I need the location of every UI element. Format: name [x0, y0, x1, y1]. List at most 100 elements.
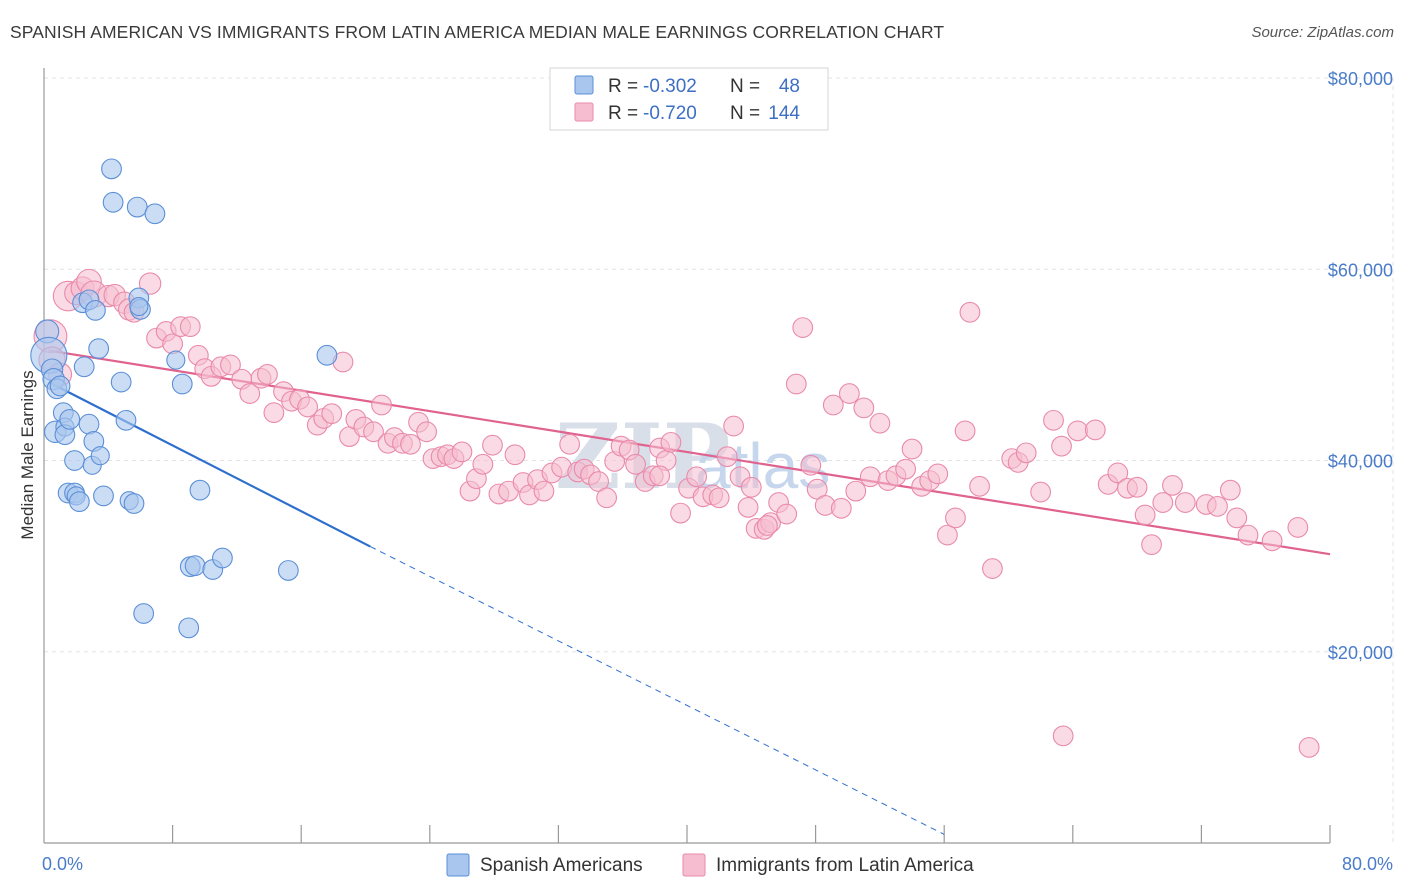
data-point-immigrants [1015, 442, 1037, 464]
legend-swatch-spanish-americans [574, 75, 594, 95]
legend-box [549, 67, 829, 131]
trend-line-spanish-americans [48, 381, 371, 548]
data-point-spanish-americans [93, 485, 114, 507]
legend-n-label: N = [730, 76, 760, 97]
data-point-immigrants [822, 394, 844, 416]
data-point-spanish-americans [88, 338, 110, 360]
data-point-immigrants [596, 487, 618, 509]
data-point-immigrants [1226, 507, 1248, 529]
data-point-immigrants [756, 515, 778, 536]
data-point-immigrants [716, 446, 738, 468]
y-tick-label: $40,000 [1328, 452, 1393, 472]
data-point-spanish-americans [212, 547, 233, 569]
y-tick-labels: $20,000 $40,000 $60,000 $80,000 [1328, 69, 1393, 663]
data-point-immigrants [1237, 524, 1259, 546]
data-point-spanish-americans [115, 409, 137, 431]
data-point-immigrants [901, 438, 923, 460]
data-point-immigrants [649, 465, 671, 487]
data-point-immigrants [708, 487, 730, 509]
data-point-immigrants [371, 394, 392, 416]
data-point-spanish-americans [73, 356, 95, 378]
legend-r-label: R = [608, 76, 638, 97]
y-tick-label: $80,000 [1328, 69, 1393, 89]
data-point-spanish-americans [101, 158, 122, 180]
axes [43, 68, 1331, 844]
data-point-immigrants [451, 441, 473, 463]
data-point-spanish-americans [166, 350, 186, 370]
data-point-immigrants [1287, 517, 1309, 538]
data-point-immigrants [1067, 420, 1089, 442]
data-point-immigrants [859, 466, 881, 488]
data-point-immigrants [1107, 462, 1129, 484]
data-point-immigrants [776, 503, 798, 525]
legend: R = -0.302 N = 48 R = -0.720 N = 144 [549, 67, 829, 131]
y-tick-label: $20,000 [1328, 643, 1393, 663]
data-point-immigrants [895, 458, 917, 480]
legend-n-value: 144 [768, 103, 800, 124]
data-point-immigrants [321, 403, 343, 425]
data-point-spanish-americans [78, 413, 100, 435]
legend-r-label: R = [608, 103, 638, 124]
y-tick-label: $60,000 [1328, 260, 1393, 280]
data-point-immigrants [969, 475, 990, 497]
data-point-immigrants [945, 507, 966, 529]
data-point-spanish-americans [126, 196, 148, 218]
data-point-spanish-americans [144, 203, 166, 225]
data-point-spanish-americans [316, 344, 338, 366]
data-point-spanish-americans [129, 296, 149, 317]
data-point-immigrants [740, 476, 762, 498]
bottom-legend-label-spanish-americans: Spanish Americans [480, 855, 643, 876]
data-point-immigrants [257, 364, 278, 385]
data-point-immigrants [1030, 481, 1052, 503]
chart-source: Source: ZipAtlas.com [1251, 24, 1394, 41]
data-point-immigrants [800, 454, 822, 476]
data-point-spanish-americans [85, 299, 106, 321]
data-point-spanish-americans [277, 560, 299, 581]
data-point-immigrants [263, 402, 285, 424]
data-point-immigrants [785, 373, 807, 395]
data-point-immigrants [220, 354, 241, 376]
bottom-legend-swatch-immigrants [682, 853, 706, 877]
data-point-immigrants [737, 496, 759, 518]
data-point-immigrants [1219, 479, 1241, 501]
data-point-immigrants [1126, 476, 1148, 498]
data-point-spanish-americans [68, 491, 90, 513]
data-point-immigrants [660, 431, 682, 453]
data-point-spanish-americans [178, 617, 200, 639]
data-point-immigrants [1162, 474, 1183, 496]
data-point-immigrants [1052, 725, 1074, 747]
data-point-spanish-americans [59, 408, 81, 430]
data-point-immigrants [1298, 736, 1320, 758]
bottom-legend: Spanish Americans Immigrants from Latin … [446, 853, 974, 877]
data-point-immigrants [138, 272, 162, 295]
x-tick-label: 0.0% [42, 854, 83, 874]
data-point-immigrants [297, 396, 319, 418]
data-point-immigrants [1043, 409, 1064, 431]
data-point-immigrants [472, 453, 494, 475]
legend-n-value: 48 [779, 76, 800, 97]
data-point-spanish-americans [123, 493, 145, 514]
data-point-spanish-americans [133, 603, 155, 624]
data-point-immigrants [869, 412, 891, 434]
legend-r-value: -0.720 [643, 103, 697, 124]
data-point-immigrants [625, 453, 646, 475]
data-point-immigrants [792, 317, 814, 338]
data-point-immigrants [838, 383, 860, 404]
data-point-immigrants [482, 434, 503, 456]
legend-n-label: N = [730, 103, 760, 124]
data-point-immigrants [363, 421, 384, 443]
data-point-immigrants [723, 415, 745, 437]
data-point-spanish-americans [64, 450, 85, 471]
chart-title: SPANISH AMERICAN VS IMMIGRANTS FROM LATI… [10, 22, 945, 42]
x-tick-label: 80.0% [1342, 854, 1393, 874]
data-point-immigrants [954, 420, 976, 442]
x-tick-labels: 0.0% 80.0% [42, 854, 1393, 874]
data-point-immigrants [1051, 435, 1072, 457]
legend-r-value: -0.302 [643, 76, 697, 97]
data-point-immigrants [670, 502, 691, 524]
data-point-immigrants [1134, 504, 1156, 526]
data-point-spanish-americans [171, 373, 193, 395]
series-spanish-americans [30, 158, 338, 639]
data-point-immigrants [845, 480, 867, 502]
data-point-spanish-americans [110, 371, 132, 393]
